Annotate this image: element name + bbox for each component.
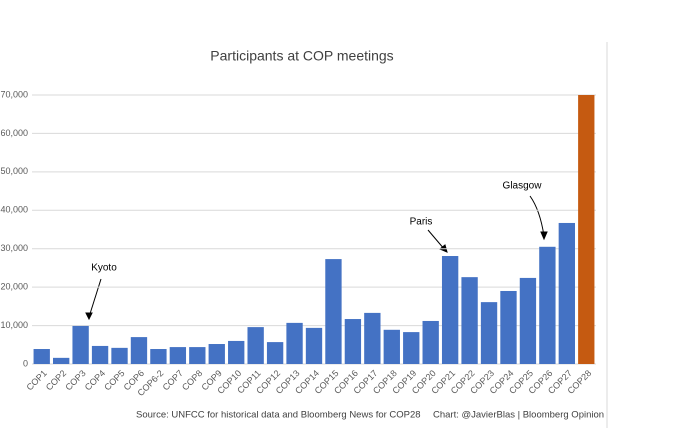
x-tick-label: COP7 <box>161 368 185 392</box>
annotation: Paris <box>410 217 433 228</box>
x-tick-label: COP3 <box>63 368 87 392</box>
bar <box>150 349 167 364</box>
source: Source: UNFCC for historical data and Bl… <box>136 410 421 421</box>
bar <box>558 222 575 364</box>
x-tick-label: COP5 <box>102 368 126 392</box>
chart-title: Participants at COP meetings <box>210 48 393 64</box>
bar <box>228 340 245 364</box>
bar <box>305 327 323 364</box>
y-tick-label: 50,000 <box>0 166 28 176</box>
y-tick-label: 40,000 <box>0 205 28 215</box>
credit: Chart: @JavierBlas | Bloomberg Opinion <box>433 410 604 421</box>
bar <box>403 332 420 364</box>
x-tick-label: COP4 <box>83 368 107 392</box>
y-tick-label: 0 <box>23 358 28 368</box>
annotation: Glasgow <box>503 181 543 192</box>
y-tick-label: 30,000 <box>0 243 28 253</box>
y-tick-label: 60,000 <box>0 128 28 138</box>
y-tick-label: 70,000 <box>0 89 28 99</box>
bar <box>286 322 303 364</box>
bar <box>33 349 50 364</box>
bar <box>578 95 595 364</box>
bar <box>422 320 439 364</box>
bar <box>461 277 478 364</box>
bar <box>169 347 187 364</box>
bar <box>480 302 498 364</box>
x-tick-label: COP1 <box>24 368 48 392</box>
y-tick-label: 10,000 <box>0 320 28 330</box>
x-tick-label: COP8 <box>180 368 204 392</box>
bar <box>130 337 148 364</box>
bar <box>325 259 342 364</box>
x-tick-label: COP2 <box>44 368 68 392</box>
bar <box>189 347 206 364</box>
bar <box>91 345 109 364</box>
bar <box>344 319 362 364</box>
bar <box>266 342 284 364</box>
bar <box>208 344 225 364</box>
y-tick-label: 20,000 <box>0 282 28 292</box>
bar <box>441 256 459 364</box>
bar <box>364 312 381 364</box>
bar <box>53 357 70 364</box>
bar <box>72 325 89 364</box>
bar <box>539 246 556 364</box>
annotation-arrows <box>85 195 548 321</box>
bar <box>247 327 264 364</box>
bar <box>500 290 517 364</box>
bar <box>111 347 128 364</box>
annotation: Kyoto <box>91 263 117 274</box>
bar <box>519 277 537 364</box>
bar <box>383 329 400 364</box>
